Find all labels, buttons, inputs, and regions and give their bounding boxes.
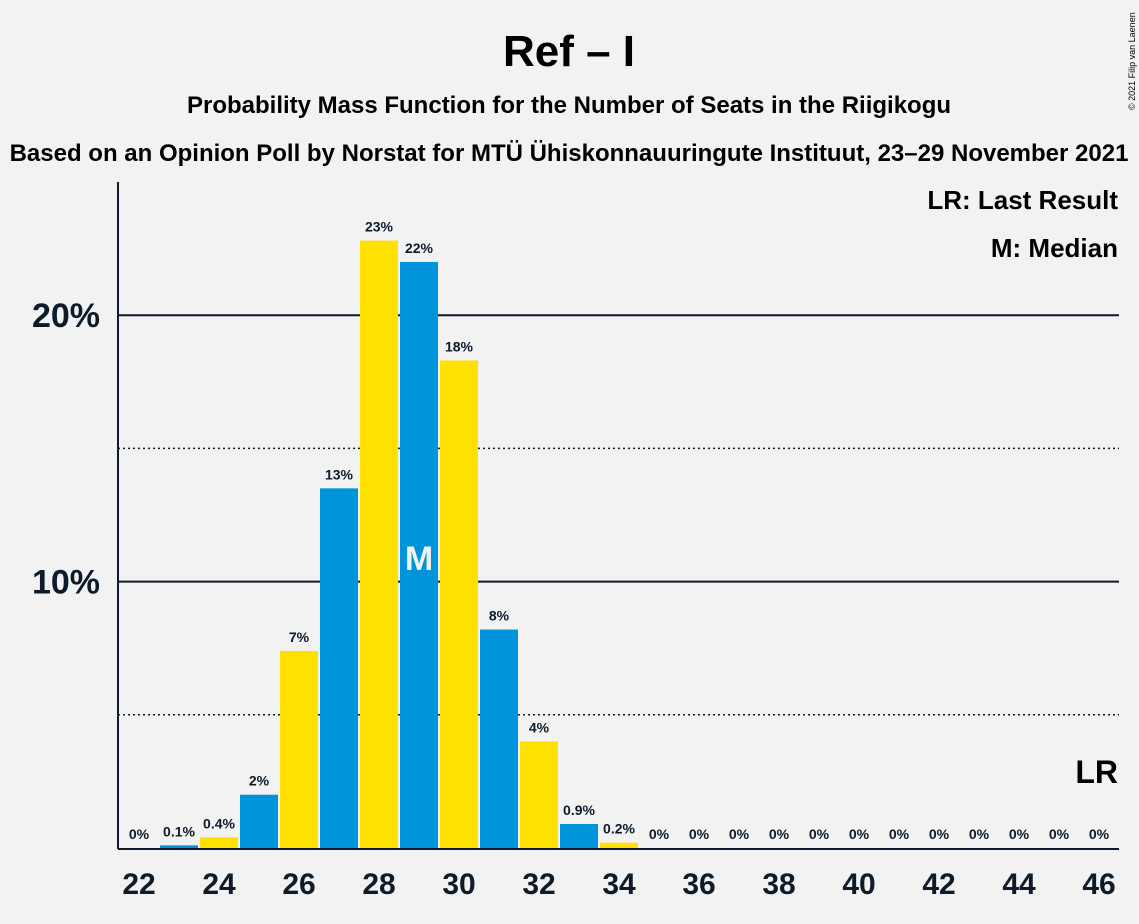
bar-label-42: 0%: [929, 826, 950, 842]
x-tick-label: 22: [122, 868, 155, 901]
bar-label-38: 0%: [769, 826, 790, 842]
x-tick-label: 26: [282, 868, 315, 901]
bar-label-34: 0.2%: [603, 821, 635, 837]
bar-27: [320, 488, 358, 848]
chart-subtitle: Probability Mass Function for the Number…: [187, 92, 951, 119]
bar-label-22: 0%: [129, 826, 150, 842]
legend-last-result: LR: Last Result: [927, 185, 1118, 215]
y-tick-label: 20%: [32, 297, 100, 335]
bar-33: [560, 824, 598, 848]
y-axis-ticks: 10% 20%: [32, 297, 100, 601]
median-marker: M: [405, 540, 433, 578]
bar-label-35: 0%: [649, 826, 670, 842]
bar-label-23: 0.1%: [163, 823, 195, 839]
x-tick-label: 24: [202, 868, 236, 901]
bar-label-24: 0.4%: [203, 815, 235, 831]
bar-label-46: 0%: [1089, 826, 1110, 842]
bars: [160, 240, 638, 848]
x-tick-label: 42: [922, 868, 955, 901]
chart-title: Ref – I: [503, 27, 635, 76]
bar-label-25: 2%: [249, 773, 270, 789]
x-tick-label: 28: [362, 868, 395, 901]
y-tick-label: 10%: [32, 564, 100, 602]
bar-28: [360, 240, 398, 848]
y-axis-region: [0, 176, 118, 856]
bar-label-43: 0%: [969, 826, 990, 842]
x-tick-label: 34: [602, 868, 636, 901]
bar-label-37: 0%: [729, 826, 750, 842]
x-axis-ticks: 22 24 26 28 30 32 34 36 38 40 42 44 46: [122, 868, 1115, 901]
bar-label-41: 0%: [889, 826, 910, 842]
legend: LR: Last Result M: Median: [927, 185, 1118, 263]
x-tick-label: 38: [762, 868, 795, 901]
bar-labels: 0% 0.1% 0.4% 2% 7% 13% 23% 22% 18% 8% 4% 0.9% 0.2% 0%…: [129, 219, 1110, 842]
bar-24: [200, 837, 238, 848]
bar-26: [280, 650, 318, 848]
bar-label-39: 0%: [809, 826, 830, 842]
bar-30: [440, 360, 478, 848]
bar-29: [400, 261, 438, 848]
chart-source: Based on an Opinion Poll by Norstat for …: [10, 140, 1129, 167]
bar-label-44: 0%: [1009, 826, 1030, 842]
bar-label-45: 0%: [1049, 826, 1070, 842]
x-tick-label: 46: [1082, 868, 1115, 901]
last-result-marker: LR: [1075, 754, 1118, 790]
x-tick-label: 32: [522, 868, 555, 901]
x-tick-label: 40: [842, 868, 875, 901]
bar-label-32: 4%: [529, 719, 550, 735]
bar-25: [240, 794, 278, 848]
bar-label-36: 0%: [689, 826, 710, 842]
legend-median: M: Median: [991, 233, 1118, 263]
bar-label-31: 8%: [489, 608, 510, 624]
bar-label-27: 13%: [325, 466, 354, 482]
bar-label-29: 22%: [405, 240, 434, 256]
copyright-text: © 2021 Filip van Laenen: [1127, 12, 1137, 110]
bar-34: [600, 842, 638, 848]
x-tick-label: 36: [682, 868, 715, 901]
bar-label-33: 0.9%: [563, 802, 595, 818]
bar-label-28: 23%: [365, 219, 394, 235]
bar-32: [520, 741, 558, 848]
bar-label-26: 7%: [289, 629, 310, 645]
x-tick-label: 30: [442, 868, 475, 901]
x-tick-label: 44: [1002, 868, 1036, 901]
gridlines: [118, 314, 1119, 716]
bar-23: [160, 845, 198, 848]
bar-31: [480, 629, 518, 848]
bar-label-30: 18%: [445, 338, 474, 354]
bar-label-40: 0%: [849, 826, 870, 842]
